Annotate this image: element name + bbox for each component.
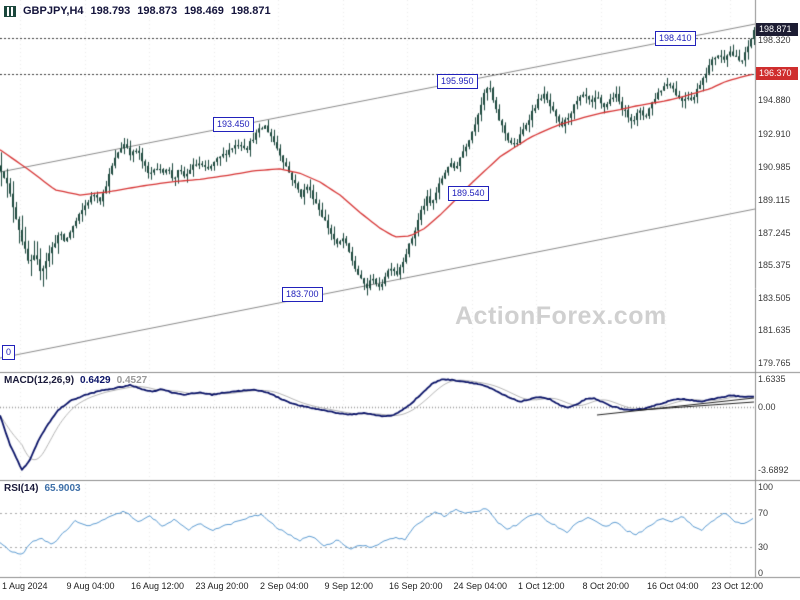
bar-low-value: 198.469 [184,5,224,17]
macd-indicator-label: MACD(12,26,9) 0.6429 0.4527 [4,375,147,386]
bar-high-value: 198.873 [137,5,178,17]
rsi-indicator-label: RSI(14) 65.9003 [4,483,81,494]
bar-open-value: 198.793 [90,5,131,17]
macd-signal-value: 0.4527 [116,375,148,386]
macd-name: MACD(12,26,9) [4,375,75,386]
current-price-box: 198.871 [756,22,798,36]
chart-header: GBPJPY,H4 198.793 198.873 198.469 198.87… [4,5,271,17]
symbol-timeframe-label: GBPJPY,H4 [23,5,84,17]
rsi-value: 65.9003 [44,483,81,494]
candlestick-chart-icon [4,5,16,17]
ma-price-box: 196.370 [756,66,798,80]
bar-close-value: 198.871 [230,5,271,17]
macd-main-value: 0.6429 [80,375,111,386]
watermark: ActionForex.com [455,302,667,330]
rsi-name: RSI(14) [4,483,39,494]
